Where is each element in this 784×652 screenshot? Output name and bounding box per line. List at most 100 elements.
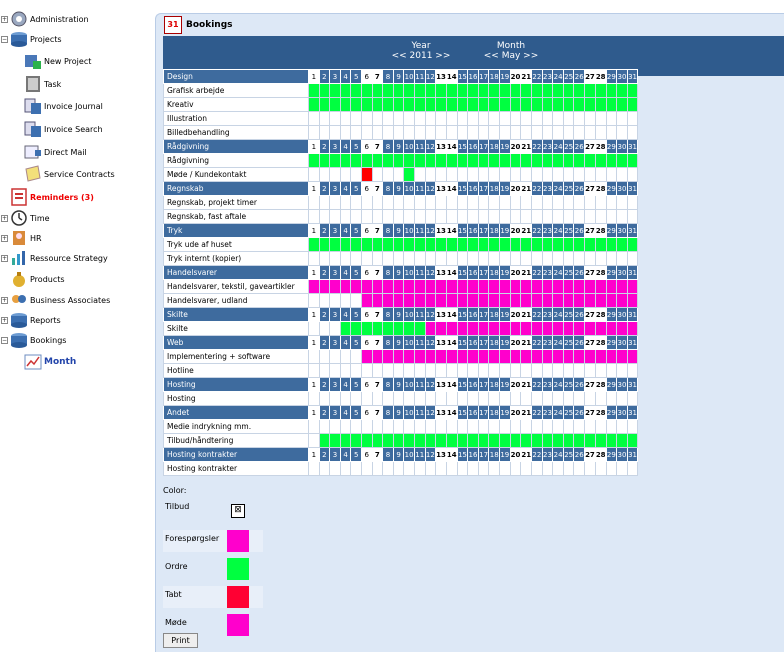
booking-cell[interactable] [509, 433, 522, 448]
booking-cell[interactable] [562, 237, 575, 252]
booking-cell[interactable] [552, 125, 564, 140]
booking-cell[interactable] [499, 83, 511, 98]
booking-cell[interactable] [531, 111, 543, 126]
booking-cell[interactable] [329, 237, 341, 252]
booking-cell[interactable] [403, 433, 415, 448]
booking-cell[interactable] [424, 251, 437, 266]
collapse-icon[interactable]: − [1, 336, 8, 344]
booking-cell[interactable] [467, 153, 479, 168]
booking-cell[interactable] [318, 461, 331, 476]
booking-cell[interactable] [520, 167, 533, 182]
booking-cell[interactable] [392, 391, 405, 406]
booking-cell[interactable] [445, 125, 458, 140]
booking-cell[interactable] [584, 111, 596, 126]
booking-cell[interactable] [616, 363, 628, 378]
booking-cell[interactable] [318, 153, 331, 168]
booking-cell[interactable] [403, 391, 415, 406]
booking-cell[interactable] [541, 349, 554, 364]
booking-cell[interactable] [499, 209, 511, 224]
booking-cell[interactable] [403, 251, 415, 266]
booking-cell[interactable] [318, 111, 331, 126]
booking-cell[interactable] [562, 349, 575, 364]
booking-cell[interactable] [499, 125, 511, 140]
booking-cell[interactable] [509, 209, 522, 224]
booking-cell[interactable] [499, 251, 511, 266]
booking-cell[interactable] [552, 279, 564, 294]
booking-cell[interactable] [329, 209, 341, 224]
booking-cell[interactable] [382, 433, 394, 448]
booking-cell[interactable] [573, 419, 586, 434]
sidebar-item-new-project[interactable]: New Project [23, 51, 91, 71]
booking-cell[interactable] [616, 111, 628, 126]
booking-cell[interactable] [360, 419, 373, 434]
booking-cell[interactable] [308, 461, 320, 476]
booking-cell[interactable] [350, 237, 362, 252]
booking-cell[interactable] [477, 433, 490, 448]
booking-cell[interactable] [435, 279, 447, 294]
booking-cell[interactable] [520, 461, 533, 476]
booking-cell[interactable] [424, 433, 437, 448]
booking-cell[interactable] [456, 293, 469, 308]
booking-cell[interactable] [626, 293, 639, 308]
booking-cell[interactable] [350, 153, 362, 168]
booking-cell[interactable] [445, 279, 458, 294]
booking-cell[interactable] [509, 363, 522, 378]
booking-cell[interactable] [371, 419, 384, 434]
booking-cell[interactable] [329, 433, 341, 448]
booking-cell[interactable] [499, 97, 511, 112]
booking-cell[interactable] [382, 391, 394, 406]
booking-cell[interactable] [360, 321, 373, 336]
booking-cell[interactable] [329, 167, 341, 182]
booking-cell[interactable] [339, 461, 352, 476]
booking-cell[interactable] [520, 83, 533, 98]
sidebar-item-reminders[interactable]: Reminders (3) [9, 187, 94, 207]
collapse-icon[interactable]: − [1, 35, 8, 43]
booking-cell[interactable] [360, 125, 373, 140]
booking-cell[interactable] [541, 419, 554, 434]
booking-cell[interactable] [456, 209, 469, 224]
booking-cell[interactable] [456, 419, 469, 434]
booking-cell[interactable] [499, 153, 511, 168]
booking-cell[interactable] [488, 237, 500, 252]
booking-cell[interactable] [308, 237, 320, 252]
booking-cell[interactable] [605, 461, 618, 476]
booking-cell[interactable] [424, 419, 437, 434]
booking-cell[interactable] [467, 363, 479, 378]
booking-cell[interactable] [562, 363, 575, 378]
booking-cell[interactable] [562, 97, 575, 112]
booking-cell[interactable] [584, 279, 596, 294]
booking-cell[interactable] [509, 153, 522, 168]
booking-cell[interactable] [318, 167, 331, 182]
booking-cell[interactable] [584, 167, 596, 182]
booking-cell[interactable] [573, 251, 586, 266]
booking-cell[interactable] [605, 111, 618, 126]
booking-cell[interactable] [445, 419, 458, 434]
booking-cell[interactable] [339, 167, 352, 182]
booking-cell[interactable] [467, 111, 479, 126]
booking-cell[interactable] [339, 321, 352, 336]
booking-cell[interactable] [520, 237, 533, 252]
booking-cell[interactable] [594, 349, 607, 364]
sidebar-item-hr[interactable]: + HR [1, 228, 42, 248]
booking-cell[interactable] [594, 461, 607, 476]
booking-cell[interactable] [435, 153, 447, 168]
booking-cell[interactable] [413, 209, 426, 224]
booking-cell[interactable] [531, 363, 543, 378]
sidebar-item-reports[interactable]: + Reports [1, 310, 61, 330]
booking-cell[interactable] [435, 461, 447, 476]
booking-cell[interactable] [403, 363, 415, 378]
booking-cell[interactable] [339, 97, 352, 112]
booking-cell[interactable] [445, 363, 458, 378]
booking-cell[interactable] [308, 279, 320, 294]
booking-cell[interactable] [445, 251, 458, 266]
booking-cell[interactable] [605, 83, 618, 98]
booking-cell[interactable] [616, 461, 628, 476]
booking-cell[interactable] [562, 167, 575, 182]
booking-cell[interactable] [456, 195, 469, 210]
booking-cell[interactable] [413, 419, 426, 434]
booking-cell[interactable] [594, 279, 607, 294]
booking-cell[interactable] [308, 419, 320, 434]
booking-cell[interactable] [392, 195, 405, 210]
booking-cell[interactable] [435, 391, 447, 406]
booking-cell[interactable] [552, 433, 564, 448]
